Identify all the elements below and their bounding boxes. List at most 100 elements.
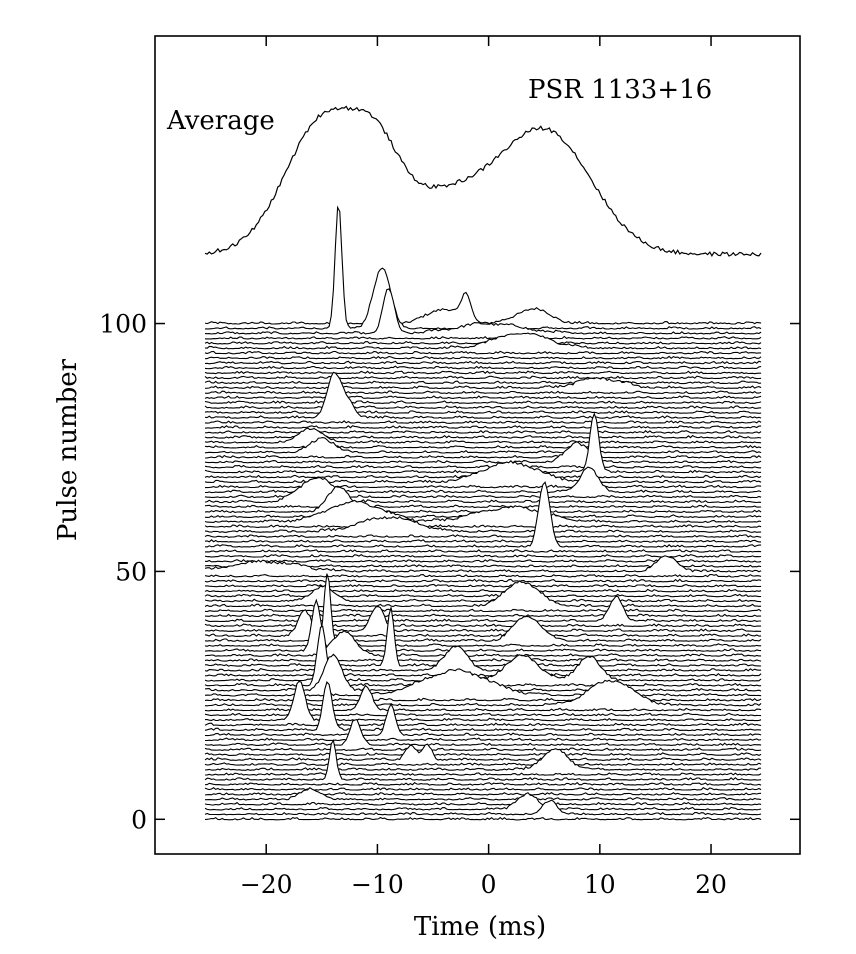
pulse-trace-79 [204,425,762,429]
pulse-trace-10 [204,748,762,771]
pulse-trace-32 [204,658,762,662]
y-tick-label: 100 [99,310,147,339]
pulse-trace-84 [204,400,762,404]
pulse-trace-47 [205,583,762,588]
pulse-trace-11 [204,762,762,766]
pulse-trace-fill [205,744,762,763]
pulse-trace-98 [204,288,762,335]
pulse-trace-fill [205,435,762,441]
pulse-trace-59 [204,524,762,529]
pulse-trace-fill [205,467,762,495]
pulse-trace-73 [204,454,762,459]
pulse-trace-fill [205,630,762,659]
pulse-trace-fill [205,555,762,574]
pulse-trace-fill [205,524,762,530]
pulse-trace-fill [205,371,762,376]
pulse-trace-fill [205,680,762,708]
pulse-trace-97 [204,335,762,340]
pulse-trace-67 [205,484,762,489]
pulse-trace-fill [205,428,762,445]
pulse-trace-87 [204,377,762,390]
pulse-trace-88 [204,380,762,385]
pulse-trace-45 [204,593,762,598]
pulse-trace-54 [204,548,762,553]
pulse-trace-93 [204,355,762,360]
pulse-trace-fill [205,713,762,718]
pulse-trace-33 [204,630,762,657]
pulse-trace-fill [205,654,762,693]
pulse-trace-60 [204,499,762,523]
pulse-trace-fill [205,609,762,639]
chart-title: PSR 1133+16 [528,75,712,105]
pulse-trace-8 [204,739,762,781]
pulse-trace-44 [204,584,762,603]
pulse-trace-55 [204,481,762,548]
average-label: Average [166,106,275,136]
pulse-trace-fill [205,288,762,336]
pulse-trace-72 [204,441,762,464]
pulse-trace-75 [204,444,762,449]
pulse-trace-57 [204,534,762,538]
y-tick-label: 50 [115,557,147,586]
pulse-trace-56 [204,539,762,543]
pulse-trace-90 [204,370,762,375]
pulse-trace-20 [205,680,762,722]
pulse-trace-37 [204,609,762,638]
pulse-trace-15 [204,718,762,747]
y-tick-label: 0 [131,805,147,834]
pulse-trace-85 [204,395,762,400]
pulse-trace-fill [205,668,762,698]
pulse-trace-16 [205,737,762,742]
pulse-trace-29 [204,672,762,677]
pulse-trace-fill [205,500,762,525]
pulse-trace-fill [205,584,762,589]
pulse-trace-fill [205,800,762,817]
x-tick-label: 20 [695,870,727,899]
pulse-trace-100 [204,291,762,325]
pulse-trace-3 [204,801,762,806]
pulse-trace-fill [205,516,762,535]
pulse-trace-64 [204,477,762,504]
pulse-trace-92 [204,360,762,365]
pulse-trace-34 [204,598,762,652]
pulse-trace-46 [204,588,762,593]
pulse-trace-fill [205,817,762,822]
pulse-trace-fill [205,723,762,728]
plot-frame [154,35,801,855]
pulse-trace-9 [204,772,762,776]
pulse-trace-31 [205,607,762,667]
pulse-trace-7 [204,781,762,786]
pulse-trace-fill [205,372,762,421]
pulse-trace-41 [204,613,762,618]
pulse-trace-2 [204,792,762,811]
pulse-trace-94 [204,350,762,355]
pulse-trace-19 [204,722,762,727]
pulse-trace-fill [205,596,762,624]
pulse-trace-4 [205,786,762,801]
pulse-traces [204,205,762,822]
pulse-trace-71 [204,464,762,469]
pulse-trace-35 [204,573,762,647]
average-profile-line [204,105,762,257]
pulse-trace-1 [204,799,762,816]
pulse-trace-91 [204,365,762,370]
pulse-trace-80 [204,420,762,424]
pulse-trace-49 [204,573,762,578]
pulse-trace-76 [204,427,762,444]
pulse-trace-36 [204,615,762,642]
pulse-trace-fill [205,748,762,773]
pulse-trace-fill [205,460,762,485]
pulse-trace-fill [205,589,762,594]
pulse-trace-74 [204,437,762,454]
pulse-trace-fill [205,292,762,326]
pulse-trace-fill [205,600,762,654]
pulse-trace-fill [205,787,762,802]
pulse-trace-18 [204,681,762,732]
pulse-trace-13 [204,752,762,757]
pulse-trace-0 [204,816,762,821]
pulse-trace-14 [204,747,762,752]
x-axis-label: Time (ms) [414,912,546,942]
y-axis-label: Pulse number [53,358,83,541]
pulse-trace-43 [204,580,762,608]
